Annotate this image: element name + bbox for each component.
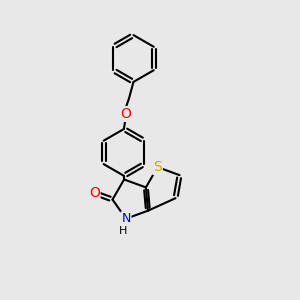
Text: N: N [121, 212, 130, 225]
Text: S: S [153, 160, 162, 174]
Text: H: H [119, 226, 128, 236]
Text: O: O [120, 107, 131, 121]
Text: O: O [89, 186, 100, 200]
